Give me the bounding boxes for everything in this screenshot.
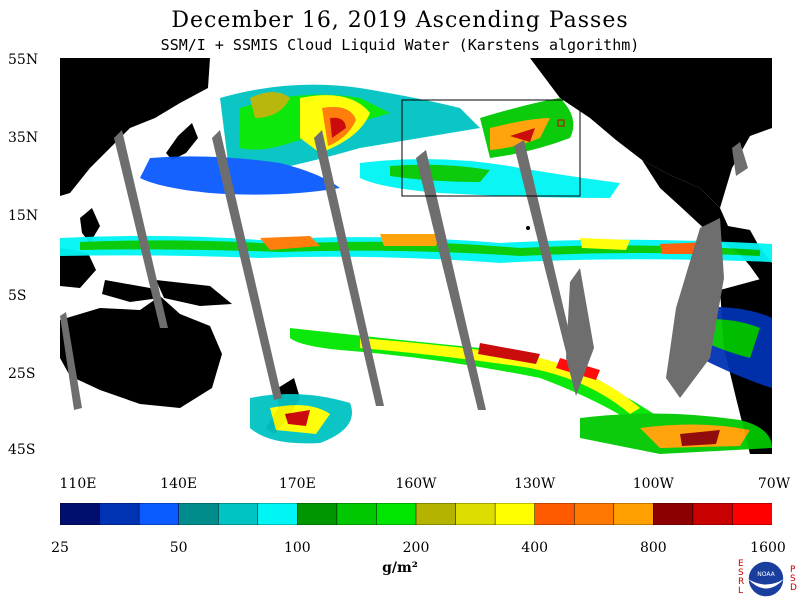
longitude-label: 130W	[514, 476, 556, 492]
colorbar-swatch	[455, 503, 496, 525]
colorbar-swatch	[217, 503, 259, 525]
longitude-label: 100W	[632, 476, 674, 492]
colorbar-tick-label: 100	[283, 540, 311, 556]
latitude-label: 35N	[8, 130, 39, 146]
colorbar-swatch	[336, 503, 378, 525]
colorbar-tick-label: 1600	[750, 540, 786, 556]
colorbar-swatch	[138, 503, 180, 525]
latitude-label: 45S	[8, 442, 36, 458]
colorbar-swatch	[573, 503, 615, 525]
colorbar-swatch	[99, 503, 140, 525]
highlight-box	[401, 99, 581, 197]
colorbar-swatch	[376, 503, 417, 525]
cloud-liquid-water-map	[60, 58, 772, 454]
colorbar-tick-label: 25	[51, 540, 69, 556]
latitude-label: 25S	[8, 366, 36, 382]
colorbar-units: g/m²	[382, 560, 418, 576]
latitude-label: 55N	[8, 52, 39, 68]
colorbar	[60, 503, 772, 525]
map-title: December 16, 2019 Ascending Passes	[171, 8, 629, 33]
colorbar-swatch	[613, 503, 655, 525]
colorbar-swatch	[257, 503, 299, 525]
latitude-label: 5S	[8, 288, 27, 304]
longitude-label: 110E	[59, 476, 97, 492]
colorbar-swatch	[732, 503, 772, 525]
colorbar-swatch	[178, 503, 219, 525]
highlight-marker	[557, 119, 565, 127]
colorbar-tick-label: 50	[169, 540, 188, 556]
latitude-label: 15N	[8, 208, 39, 224]
colorbar-swatch	[297, 503, 338, 525]
longitude-label: 70W	[757, 476, 791, 492]
colorbar-swatch	[415, 503, 457, 525]
colorbar-tick-label: 200	[402, 540, 430, 556]
longitude-label: 160W	[395, 476, 437, 492]
map-subtitle: SSM/I + SSMIS Cloud Liquid Water (Karste…	[160, 36, 640, 54]
longitude-label: 170E	[278, 476, 316, 492]
colorbar-tick-label: 800	[639, 540, 667, 556]
colorbar-swatch	[494, 503, 536, 525]
noaa-logo: NOAA ESRL PSD	[736, 558, 797, 600]
colorbar-tick-label: 400	[521, 540, 549, 556]
colorbar-swatch	[60, 503, 101, 525]
esrl-letters: ESRL	[738, 559, 745, 596]
colorbar-swatch	[534, 503, 575, 525]
satellite-swath-gaps	[60, 130, 748, 410]
longitude-label: 140E	[160, 476, 198, 492]
colorbar-swatch	[653, 503, 694, 525]
noaa-logo-text: NOAA	[757, 571, 775, 578]
psd-letters: PSD	[790, 565, 797, 593]
colorbar-swatch	[692, 503, 734, 525]
